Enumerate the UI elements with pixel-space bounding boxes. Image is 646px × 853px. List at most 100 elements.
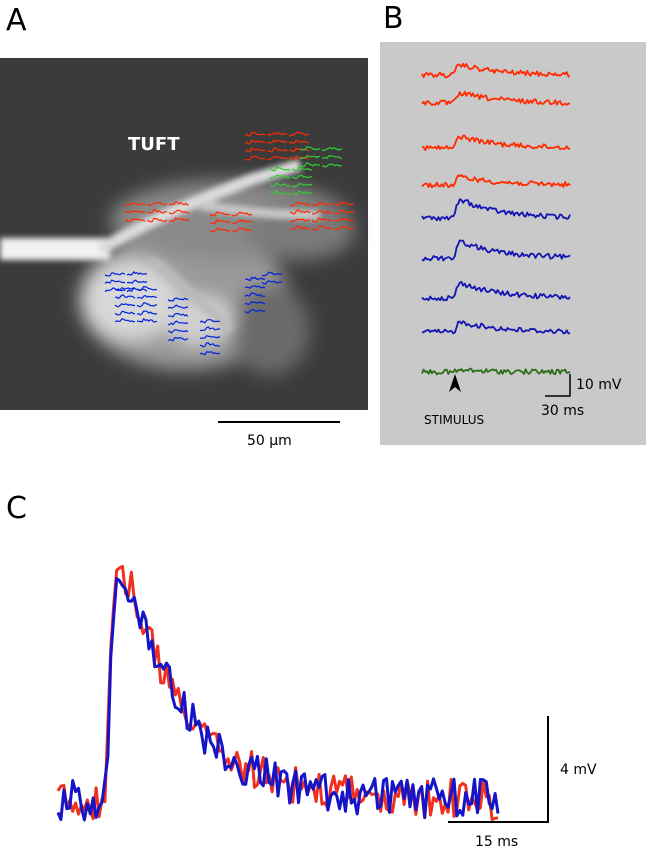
site-trace (136, 286, 158, 292)
site-trace (231, 227, 253, 232)
site-trace (245, 276, 266, 282)
site-trace (168, 201, 189, 206)
site-trace (288, 139, 310, 145)
dendrite (0, 159, 321, 334)
site-trace (299, 146, 321, 151)
site-trace (333, 209, 355, 215)
site-trace (311, 217, 333, 223)
site-trace (136, 302, 158, 308)
site-trace (289, 225, 311, 231)
trace (56, 577, 500, 822)
traces-background (380, 42, 646, 445)
site-trace (199, 342, 221, 348)
trace (421, 90, 571, 106)
site-trace (244, 147, 266, 153)
site-trace (291, 166, 313, 172)
trace (421, 280, 571, 302)
scale-bar (545, 374, 571, 397)
site-trace (269, 166, 291, 172)
trace-group (421, 62, 571, 376)
trace-group (56, 565, 500, 822)
region-label: TUFT (128, 134, 180, 155)
trace (421, 367, 571, 376)
site-trace (209, 211, 230, 217)
site-trace (167, 320, 189, 326)
site-trace (114, 310, 136, 316)
site-trace (292, 190, 313, 196)
site-trace (136, 310, 158, 316)
site-trace (266, 155, 288, 161)
scale-bar-label: 15 ms (475, 834, 518, 850)
site-trace (167, 304, 189, 309)
site-trace (289, 218, 311, 223)
site-trace (114, 287, 136, 291)
site-trace (114, 303, 136, 308)
site-trace (114, 318, 135, 323)
site-trace (167, 329, 189, 334)
site-trace (124, 202, 146, 207)
site-trace (333, 225, 355, 231)
site-trace (199, 319, 221, 324)
site-trace (261, 280, 283, 285)
site-trace (266, 139, 288, 144)
trace (421, 62, 571, 79)
site-trace (136, 295, 158, 299)
site-trace (244, 285, 266, 289)
site-trace (168, 217, 190, 222)
site-trace (269, 182, 291, 188)
site-trace (167, 337, 189, 342)
site-trace (136, 318, 158, 323)
site-trace (244, 155, 266, 161)
site-trace (333, 201, 355, 207)
panel-label: C (6, 491, 27, 526)
scale-bar-label: 30 ms (541, 403, 584, 419)
site-trace (291, 174, 313, 180)
site-trace (124, 218, 146, 223)
site-trace (126, 287, 148, 293)
trace (421, 174, 571, 189)
site-trace (146, 217, 168, 223)
site-trace (321, 155, 343, 159)
site-trace (333, 217, 355, 222)
panel-label: A (6, 3, 27, 38)
stimulus-label: STIMULUS (424, 413, 484, 427)
site-trace (244, 292, 266, 297)
site-trace (261, 271, 283, 277)
site-trace (199, 335, 221, 340)
site-trace (321, 146, 343, 152)
stimulus-arrow (449, 374, 461, 392)
scale-bar-label: 50 µm (247, 433, 292, 449)
site-trace (311, 202, 333, 207)
site-trace (124, 210, 146, 214)
site-trace (288, 156, 310, 161)
site-trace (209, 227, 231, 233)
site-trace (244, 139, 266, 145)
site-trace (231, 219, 253, 225)
site-trace (167, 313, 189, 318)
site-trace (321, 163, 343, 168)
site-trace (147, 202, 168, 207)
site-trace (231, 211, 253, 217)
site-trace (290, 209, 311, 215)
site-trace (104, 287, 126, 293)
cell-glow (80, 180, 355, 375)
scale-bar (448, 716, 549, 823)
trace (421, 198, 571, 222)
site-trace (299, 162, 321, 168)
trace (421, 239, 571, 262)
site-trace (244, 301, 266, 306)
trace (421, 320, 571, 335)
scale-bar-label: 4 mV (560, 762, 597, 778)
site-trace (167, 297, 189, 302)
site-trace (288, 131, 310, 137)
recording-sites (104, 131, 355, 356)
site-trace (209, 219, 231, 225)
site-trace (289, 201, 311, 207)
micrograph: TUFT (0, 58, 368, 410)
scale-bar-label: 10 mV (576, 377, 622, 393)
site-trace (244, 309, 266, 314)
site-trace (199, 326, 221, 332)
site-trace (126, 279, 148, 284)
site-trace (266, 132, 288, 136)
